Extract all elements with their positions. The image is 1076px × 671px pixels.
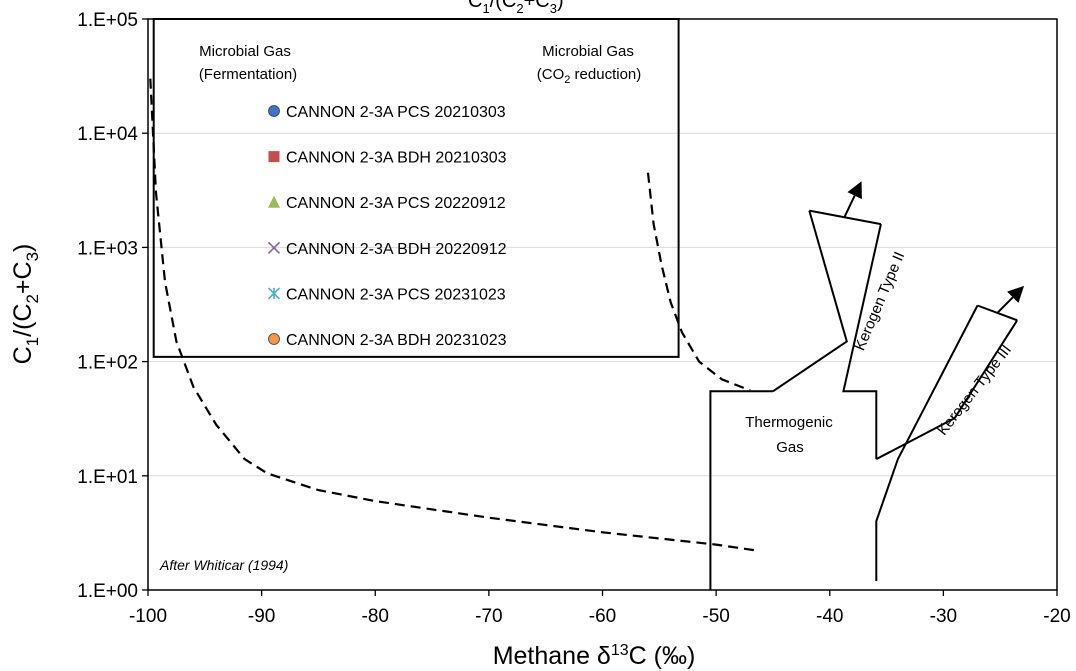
x-tick-label: -70 bbox=[475, 606, 502, 627]
label-microbial-fermentation-1: Microbial Gas bbox=[199, 43, 291, 60]
x-axis-ticks: -100 -90 -80 -70 -60 -50 -40 -30 -20 bbox=[129, 590, 1071, 627]
x-tick-label: -30 bbox=[930, 606, 957, 627]
y-tick-label: 1.E+01 bbox=[77, 467, 138, 488]
co2-reduction-dashed-curve bbox=[646, 172, 751, 392]
legend-marker bbox=[268, 195, 280, 208]
legend-item: CANNON 2-3A BDH 20220912 bbox=[267, 241, 507, 258]
y-tick-label: 1.E+04 bbox=[77, 124, 138, 145]
legend-label: CANNON 2-3A PCS 20210303 bbox=[286, 104, 506, 121]
legend-marker bbox=[267, 287, 281, 300]
kerogen-3-right-boundary bbox=[875, 319, 1019, 460]
label-thermogenic-2: Gas bbox=[776, 439, 804, 456]
y-tick-label: 1.E+03 bbox=[77, 238, 138, 259]
y-tick-label: 1.E+02 bbox=[77, 353, 138, 374]
kerogen-2-left-boundary bbox=[772, 210, 848, 393]
kerogen-3-arrow bbox=[997, 285, 1025, 314]
y-axis-ticks: 1.E+00 1.E+01 1.E+02 1.E+03 1.E+04 1.E+05 bbox=[77, 10, 148, 602]
x-tick-label: -50 bbox=[702, 606, 729, 627]
legend-marker bbox=[267, 241, 281, 254]
legend-label: CANNON 2-3A BDH 20231023 bbox=[286, 332, 507, 349]
y-axis-title: C1/(C2+C3) bbox=[9, 244, 42, 365]
x-tick-label: -20 bbox=[1043, 606, 1070, 627]
x-axis-title: Methane δ13C (‰) bbox=[493, 642, 696, 670]
label-kerogen-type-3: Kerogen Type III bbox=[934, 342, 1015, 439]
kerogen-3-top-boundary bbox=[977, 304, 1018, 322]
legend-marker bbox=[268, 105, 280, 117]
plot-area-border bbox=[147, 18, 1058, 591]
x-tick-label: -80 bbox=[362, 606, 389, 627]
y-tick-label: 1.E+05 bbox=[77, 10, 138, 31]
chart-title-fragment: C1/(C2+C3) bbox=[468, 0, 564, 16]
thermogenic-boundary bbox=[709, 390, 773, 590]
kerogen-2-right-boundary bbox=[842, 223, 882, 460]
x-tick-label: -60 bbox=[589, 606, 616, 627]
x-tick-label: -40 bbox=[816, 606, 843, 627]
y-tick-label: 1.E+00 bbox=[77, 581, 138, 602]
kerogen-2-arrow bbox=[843, 181, 862, 218]
legend-label: CANNON 2-3A PCS 20231023 bbox=[286, 286, 506, 303]
legend-item: CANNON 2-3A BDH 20231023 bbox=[268, 332, 507, 349]
label-kerogen-type-2: Kerogen Type II bbox=[851, 249, 908, 353]
legend-item: CANNON 2-3A BDH 20210303 bbox=[268, 150, 507, 167]
x-tick-label: -100 bbox=[129, 606, 167, 627]
legend-item: CANNON 2-3A PCS 20220912 bbox=[268, 195, 506, 212]
label-microbial-co2-1: Microbial Gas bbox=[542, 43, 634, 60]
label-source-whiticar: After Whiticar (1994) bbox=[159, 557, 288, 573]
kerogen-3-left-boundary bbox=[875, 305, 979, 581]
gridlines bbox=[148, 18, 1057, 591]
svg-text:C1/(C2+C3): C1/(C2+C3) bbox=[468, 0, 564, 16]
legend: CANNON 2-3A PCS 20210303 CANNON 2-3A BDH … bbox=[267, 104, 507, 349]
legend-item: CANNON 2-3A PCS 20210303 bbox=[268, 104, 506, 121]
label-thermogenic-1: Thermogenic bbox=[745, 414, 833, 431]
legend-label: CANNON 2-3A PCS 20220912 bbox=[286, 195, 506, 212]
region-boundaries bbox=[149, 18, 1025, 590]
x-tick-label: -90 bbox=[248, 606, 275, 627]
legend-marker bbox=[268, 333, 280, 345]
legend-item: CANNON 2-3A PCS 20231023 bbox=[267, 286, 506, 303]
fermentation-dashed-curve bbox=[149, 78, 760, 552]
kerogen-2-top-boundary bbox=[809, 209, 882, 226]
legend-label: CANNON 2-3A BDH 20220912 bbox=[286, 241, 507, 258]
label-microbial-co2-2: (CO2 reduction) bbox=[537, 66, 642, 86]
legend-label: CANNON 2-3A BDH 20210303 bbox=[286, 150, 507, 167]
label-microbial-fermentation-2: (Fermentation) bbox=[199, 66, 297, 83]
legend-marker bbox=[268, 151, 280, 163]
